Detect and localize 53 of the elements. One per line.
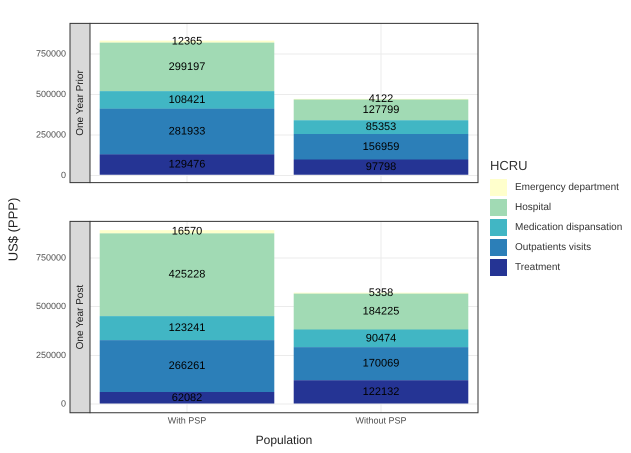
data-label: 425228 — [168, 268, 206, 281]
data-label: 266261 — [168, 360, 206, 372]
data-label: 12365 — [172, 36, 202, 48]
y-tick-label: 250000 — [36, 350, 66, 360]
data-label: 281933 — [168, 126, 206, 138]
bar — [100, 91, 274, 109]
bar — [294, 347, 468, 380]
legend-label: Emergency department — [515, 182, 619, 192]
x-tick-label: With PSP — [168, 416, 206, 426]
legend-label: Medication dispansation — [515, 222, 622, 232]
data-label: 156959 — [362, 140, 400, 153]
y-tick-label: 750000 — [36, 252, 66, 262]
data-label: 123241 — [168, 322, 206, 334]
y-tick-label: 500000 — [36, 301, 66, 312]
bar — [294, 134, 468, 160]
legend-title: HCRU — [490, 158, 529, 173]
data-label: 4122 — [368, 93, 394, 106]
text: One Year Post — [74, 284, 86, 350]
data-label: 299197 — [168, 60, 206, 73]
data-label: 62082 — [172, 392, 202, 404]
data-label: 97798 — [366, 161, 396, 174]
bar — [294, 380, 468, 404]
data-label: 85353 — [366, 121, 396, 134]
y-tick-label: 0 — [60, 170, 66, 180]
x-tick-label: Without PSP — [355, 416, 407, 426]
bar — [294, 159, 468, 175]
data-label: 122132 — [362, 386, 400, 398]
data-label: 184225 — [362, 306, 400, 318]
bar — [100, 340, 274, 392]
legend-label: Outpatients visits — [515, 242, 592, 252]
data-label: 5358 — [368, 287, 394, 300]
y-tick-label: 0 — [60, 398, 66, 409]
y-tick-label: 500000 — [36, 88, 66, 99]
data-label: 108421 — [168, 94, 206, 106]
y-tick-label: 750000 — [36, 48, 66, 58]
bar — [100, 108, 274, 154]
data-label: 127799 — [362, 104, 400, 116]
bar — [100, 392, 274, 404]
bar — [294, 120, 468, 134]
y-axis-title: US$ (PPP) — [6, 196, 20, 264]
y-tick-label: 250000 — [36, 129, 66, 140]
bar — [100, 233, 274, 316]
data-label: 129476 — [168, 158, 206, 171]
bar — [100, 316, 274, 340]
text: One Year Prior — [74, 70, 86, 136]
x-axis-title: Population — [256, 433, 312, 448]
bar — [294, 330, 468, 348]
data-label: 90474 — [366, 332, 396, 344]
legend-label: Hospital — [515, 202, 552, 212]
bar — [100, 154, 274, 175]
data-label: 16570 — [172, 226, 202, 238]
legend-label: Treatment — [515, 262, 560, 272]
data-label: 170069 — [362, 358, 400, 370]
